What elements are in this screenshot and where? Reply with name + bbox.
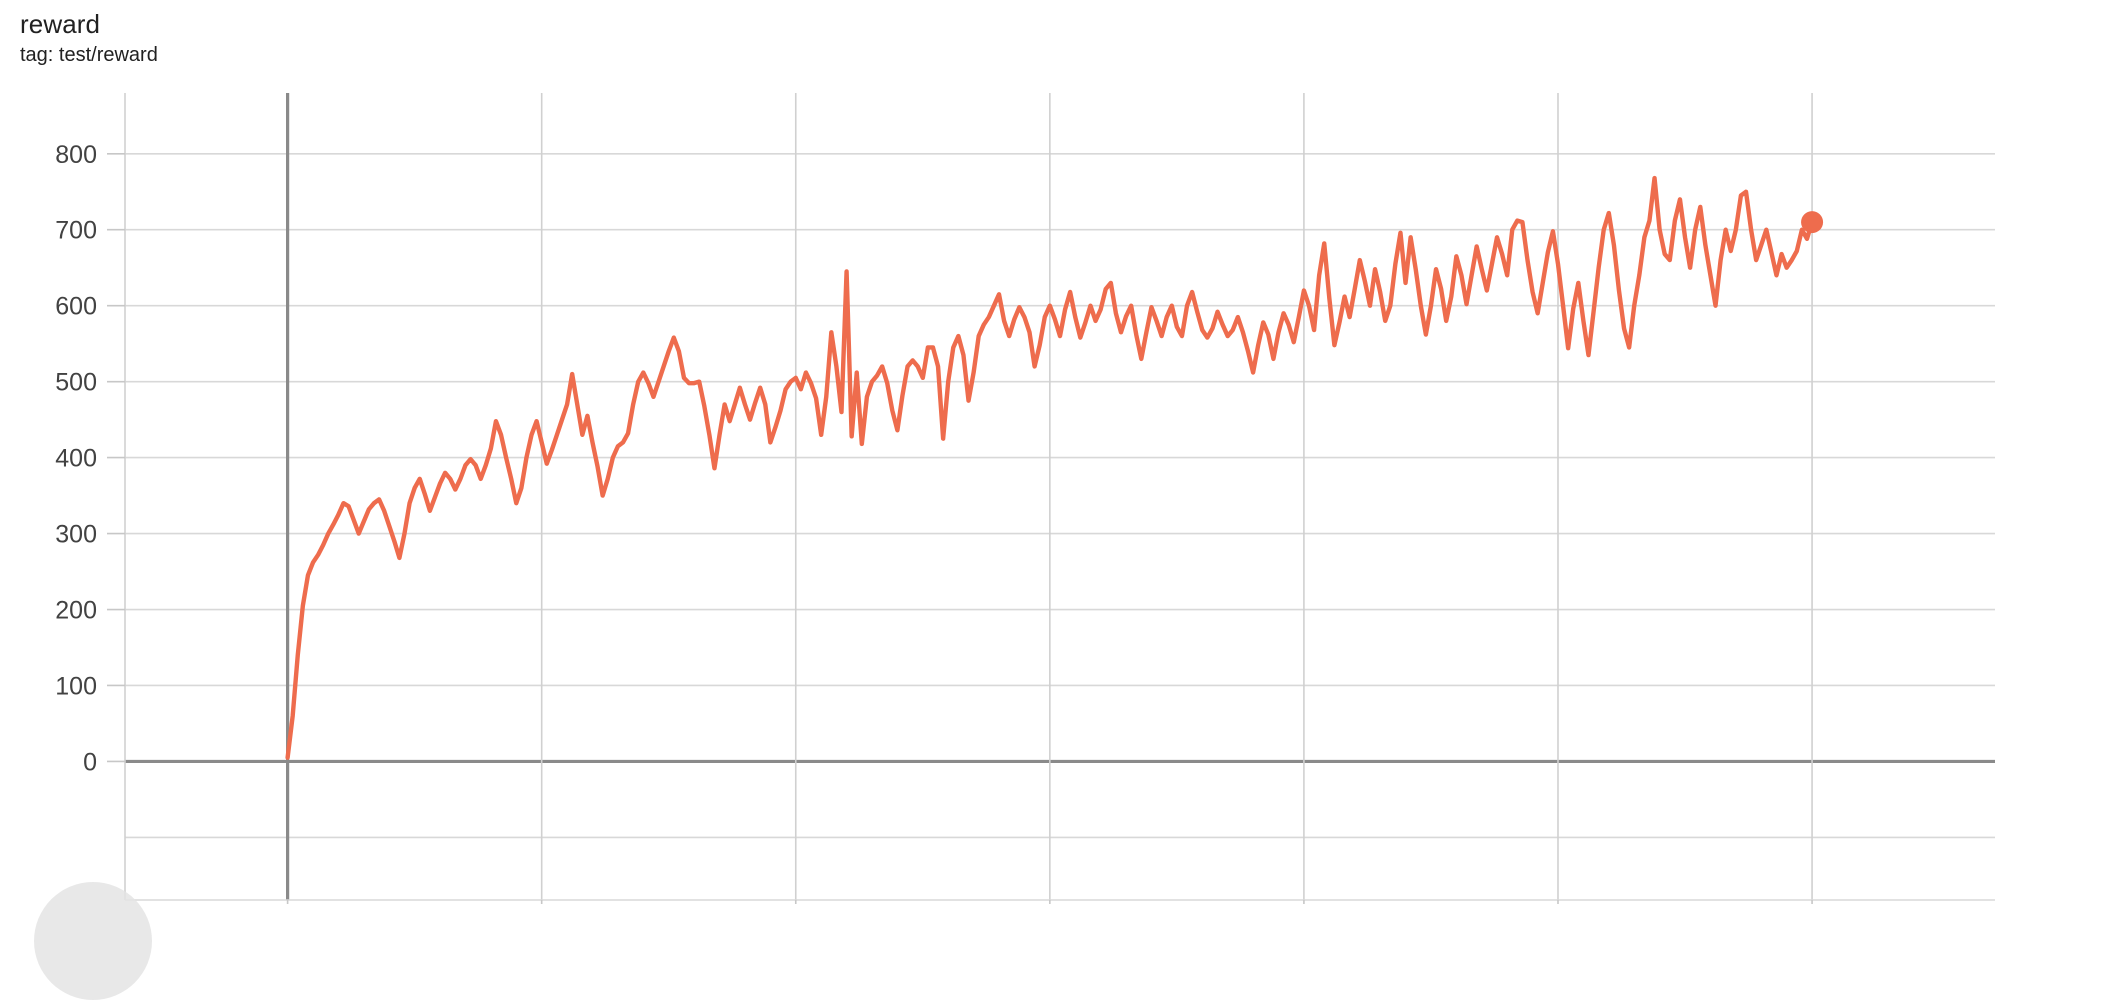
floating-action-button[interactable] xyxy=(34,882,152,1000)
series-line-test-reward[interactable] xyxy=(285,175,1815,760)
chart-header: reward tag: test/reward xyxy=(20,8,158,68)
y-tick-label: 500 xyxy=(55,369,97,397)
y-tick-label: 100 xyxy=(55,672,97,700)
series-end-marker[interactable] xyxy=(1801,211,1824,234)
y-tick-label: 0 xyxy=(83,748,97,776)
y-tick-label: 400 xyxy=(55,445,97,473)
y-tick-label: 600 xyxy=(55,293,97,321)
chart-card: reward tag: test/reward 0 100 200 300 400 500… xyxy=(0,8,2116,1000)
chart-tag-subtitle: tag: test/reward xyxy=(20,43,158,66)
reward-line-chart[interactable]: 010020030040050060070080005M10M15M20M25M… xyxy=(0,60,2116,904)
page-title: reward xyxy=(20,9,101,39)
y-tick-label: 800 xyxy=(55,141,97,169)
plot-area[interactable]: 010020030040050060070080005M10M15M20M25M… xyxy=(0,60,2116,904)
y-tick-label: 300 xyxy=(55,521,97,549)
y-tick-label: 700 xyxy=(55,217,97,245)
y-tick-label: 200 xyxy=(55,597,97,625)
